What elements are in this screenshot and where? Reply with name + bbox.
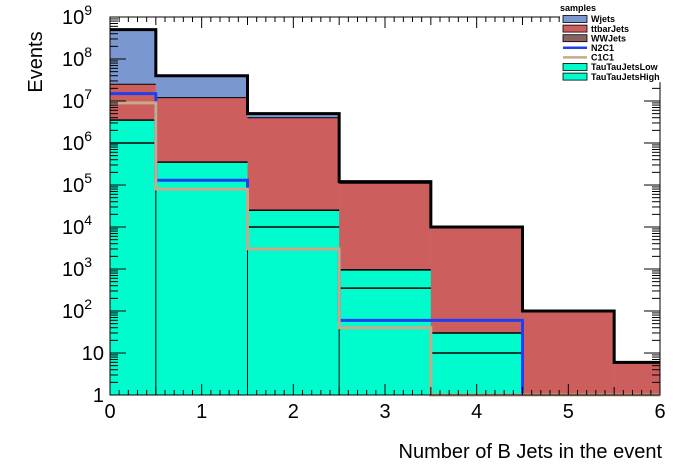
legend-title: samples: [560, 3, 596, 13]
x-tick-label: 5: [563, 401, 574, 423]
legend-swatch-tautaujetslow: [562, 63, 588, 71]
legend-swatch-wjets: [562, 15, 588, 23]
y-tick-label: 104: [62, 212, 92, 239]
legend: samplesWjetsttbarJetsWWJetsN2C1C1C1TauTa…: [560, 3, 670, 83]
x-tick-label: 4: [471, 401, 482, 423]
bar-tautaujetslow-bin-3: [339, 269, 431, 395]
legend-label-wwjets: WWJets: [591, 33, 626, 43]
y-tick-label: 108: [62, 44, 92, 71]
x-tick-label: 2: [288, 401, 299, 423]
y-tick-label: 109: [62, 2, 92, 29]
x-tick-label: 0: [104, 401, 115, 423]
histogram-fills: [110, 29, 660, 396]
bar-ttbarjets-bin-6: [614, 362, 660, 395]
legend-label-tautaujetshigh: TauTauJetsHigh: [591, 72, 660, 82]
y-tick-label: 103: [62, 254, 92, 281]
x-tick-label: 1: [196, 401, 207, 423]
bar-tautaujetslow-bin-1: [155, 162, 248, 395]
bar-tautaujetslow-bin-2: [247, 210, 340, 395]
x-tick-label: 3: [379, 401, 390, 423]
bar-ttbarjets-bin-5: [522, 311, 615, 395]
legend-label-wjets: Wjets: [591, 14, 615, 24]
legend-label-tautaujetslow: TauTauJetsLow: [591, 62, 659, 72]
legend-swatch-ttbarjets: [562, 24, 588, 33]
legend-swatch-tautaujetshigh: [562, 72, 588, 81]
legend-label-ttbarjets: ttbarJets: [591, 24, 629, 34]
legend-swatch-wwjets: [562, 34, 588, 43]
y-tick-label: 105: [62, 170, 92, 197]
x-tick-label: 6: [654, 401, 665, 423]
y-tick-label: 1: [93, 385, 104, 407]
y-axis-title: Events: [25, 31, 47, 92]
legend-label-c1c1: C1C1: [591, 53, 614, 63]
x-axis-title: Number of B Jets in the event: [399, 441, 663, 463]
y-tick-label: 106: [62, 128, 92, 155]
y-tick-label: 107: [62, 86, 92, 113]
y-tick-label: 10: [82, 343, 104, 365]
y-tick-label: 102: [62, 296, 92, 323]
legend-label-n2c1: N2C1: [591, 43, 614, 53]
